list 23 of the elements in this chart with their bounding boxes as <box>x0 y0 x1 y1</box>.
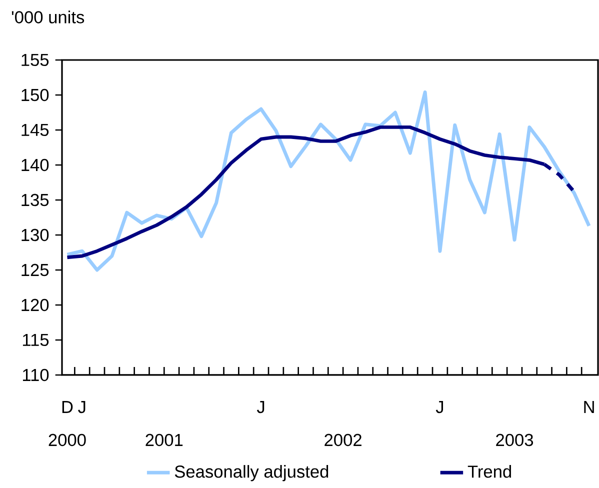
y-tick-label: 145 <box>22 124 49 136</box>
y-tick-label: 155 <box>22 54 49 66</box>
line-series <box>65 90 591 272</box>
y-tick-label: 110 <box>22 368 49 382</box>
y-tick-label: 125 <box>22 264 49 276</box>
y-tick-label: 135 <box>22 194 49 206</box>
legend-label: Trend <box>468 465 512 478</box>
y-tick-label: 150 <box>22 88 49 102</box>
text: 2002 <box>324 434 362 446</box>
y-tick-label: 115 <box>22 334 49 346</box>
y-tick-label: 140 <box>22 158 49 172</box>
text: 2001 <box>146 434 183 446</box>
legend-label: Seasonally adjusted <box>174 465 328 482</box>
y-tick-label: 120 <box>22 298 49 312</box>
text: 2000 <box>48 434 86 446</box>
y-tick-label: 130 <box>22 228 49 242</box>
y-axis-title: '000 units <box>12 10 84 24</box>
x-tick-label: J <box>78 401 86 414</box>
x-tick-label: N <box>584 401 594 413</box>
text: 2003 <box>496 434 534 446</box>
x-tick-label: J <box>436 401 444 414</box>
x-tick-label: D <box>62 401 73 413</box>
x-tick-label: J <box>256 401 264 414</box>
